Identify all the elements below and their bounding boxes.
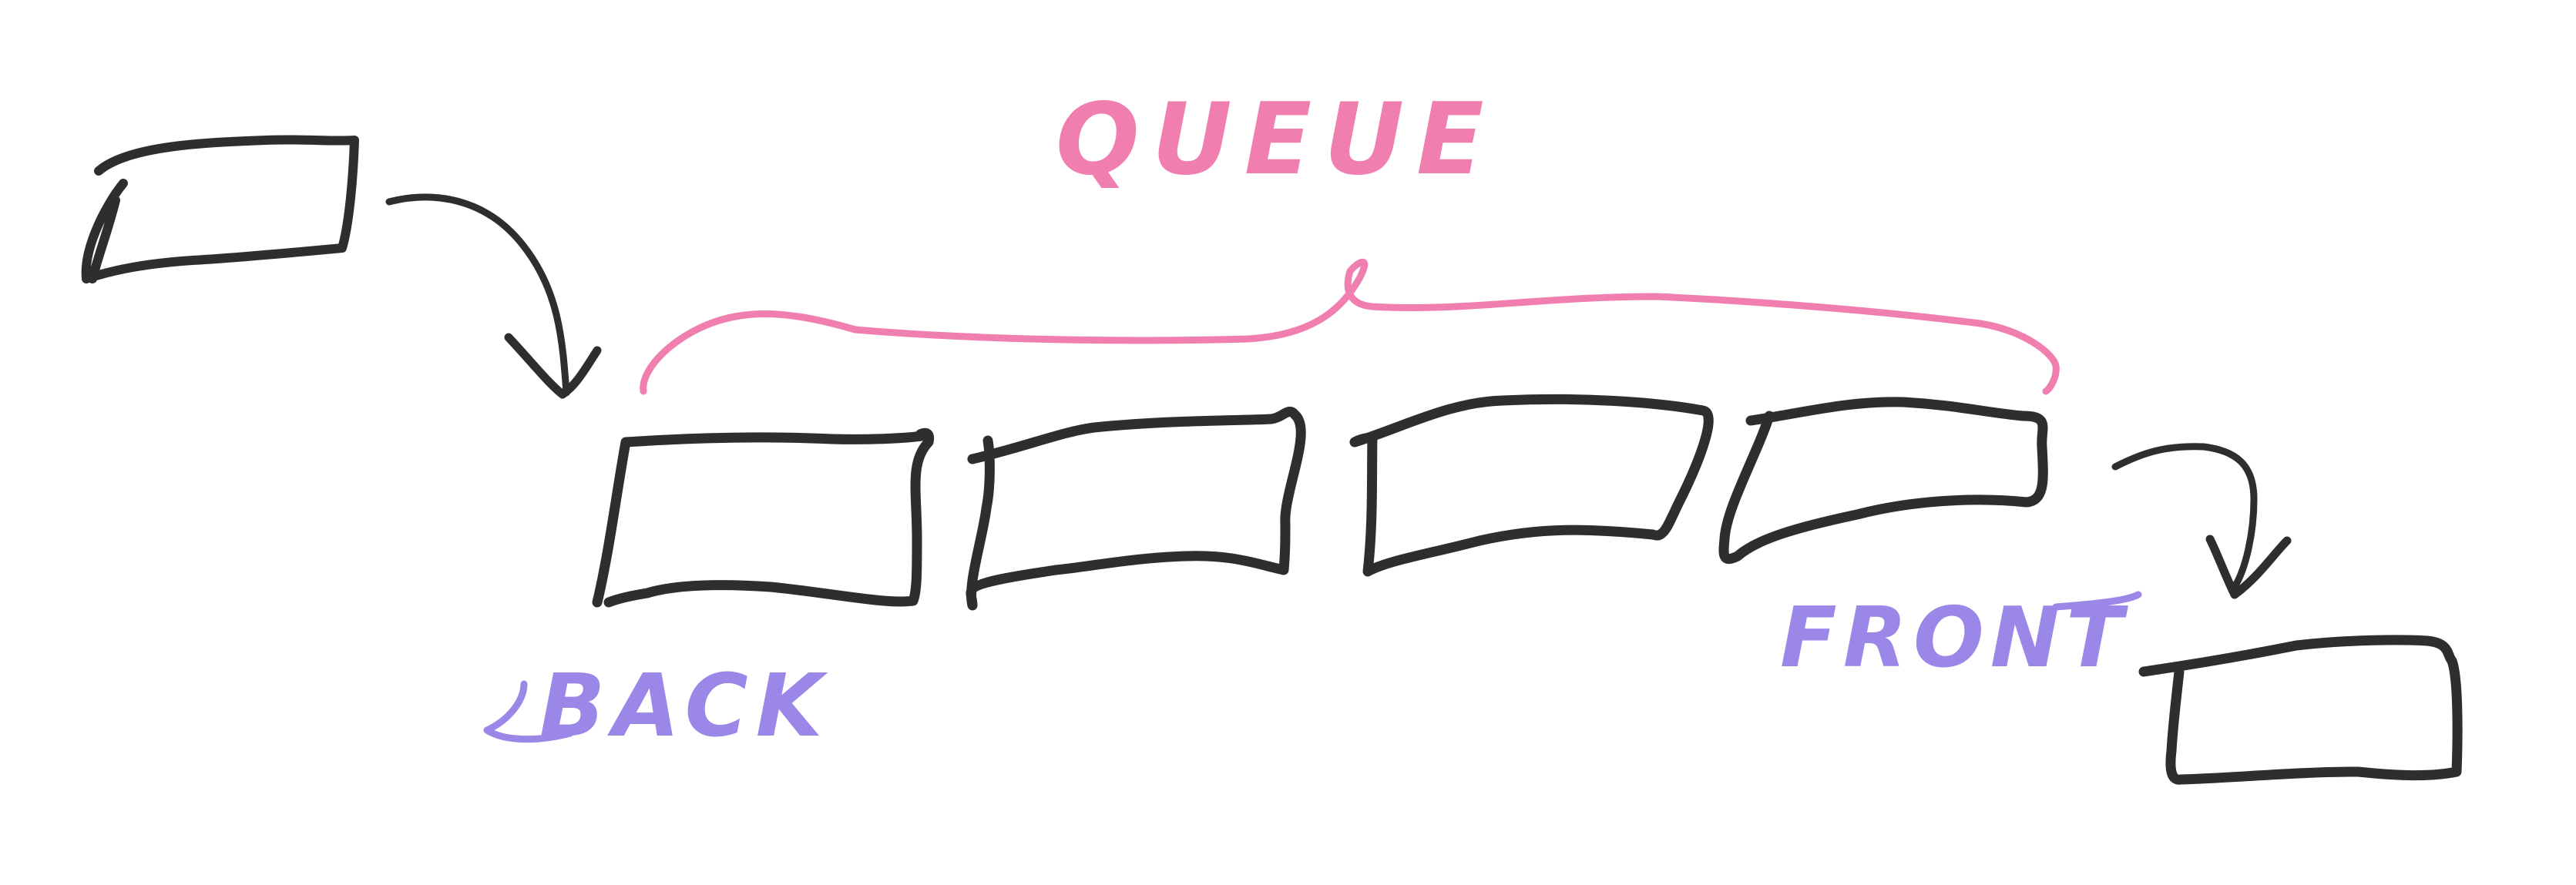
queue-slot-2 bbox=[966, 407, 1306, 611]
queue-slot-front bbox=[1718, 397, 2048, 564]
queue-label: QUEUE bbox=[1056, 82, 1496, 197]
enqueue-arrowhead bbox=[504, 333, 602, 399]
queue-slot-back bbox=[592, 427, 935, 608]
incoming-element-box bbox=[81, 135, 359, 283]
dequeue-arrowhead bbox=[2205, 535, 2292, 599]
outgoing-element-box bbox=[2138, 635, 2463, 785]
enqueue-arrow bbox=[385, 193, 570, 397]
queue-slot-3 bbox=[1349, 394, 1714, 577]
dequeue-arrow bbox=[2111, 443, 2258, 593]
back-pointer-arrow bbox=[483, 680, 574, 743]
back-label: BACK bbox=[539, 656, 831, 756]
queue-brace bbox=[640, 258, 2060, 395]
front-pointer-line bbox=[2052, 591, 2142, 611]
